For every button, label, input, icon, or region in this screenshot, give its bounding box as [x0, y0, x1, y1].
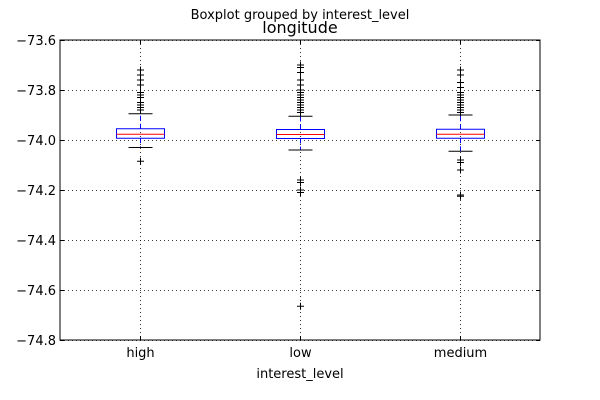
box-group-high [116, 66, 165, 165]
ticks: −73.6 −73.8 −74.0 −74.2 −74.4 −74.6 −74.8 high l… [16, 34, 540, 361]
outlier-point [297, 109, 304, 116]
outlier-point [137, 106, 144, 114]
outlier-point [137, 81, 144, 89]
box-group-medium [436, 66, 485, 200]
outlier-point [137, 157, 144, 165]
outlier-point [457, 159, 464, 166]
y-tick-label: −74.0 [16, 134, 56, 149]
outlier-point [297, 179, 304, 186]
outlier-point [297, 189, 304, 196]
box-group-low [276, 61, 325, 310]
outlier-point [297, 69, 304, 76]
outlier-point [297, 302, 304, 310]
y-tick-label: −74.8 [16, 334, 56, 349]
chart-title: longitude [262, 18, 337, 37]
y-tick-label: −73.6 [16, 34, 56, 49]
x-tick-label-low: low [289, 346, 312, 361]
y-tick-label: −74.2 [16, 184, 56, 199]
outlier-point [457, 166, 464, 174]
y-tick-label: −73.8 [16, 84, 56, 99]
outlier-point [457, 109, 464, 116]
x-tick-label-high: high [126, 346, 154, 361]
x-axis-label: interest_level [256, 367, 343, 382]
box-iqr [116, 128, 165, 139]
outlier-point [457, 192, 464, 200]
y-tick-label: −74.6 [16, 284, 56, 299]
y-tick-label: −74.4 [16, 234, 56, 249]
plot-frame [59, 39, 541, 341]
outlier-point [457, 71, 464, 79]
boxes [116, 61, 485, 310]
x-tick-label-medium: medium [434, 346, 487, 361]
chart-suptitle: Boxplot grouped by interest_level [191, 8, 410, 23]
